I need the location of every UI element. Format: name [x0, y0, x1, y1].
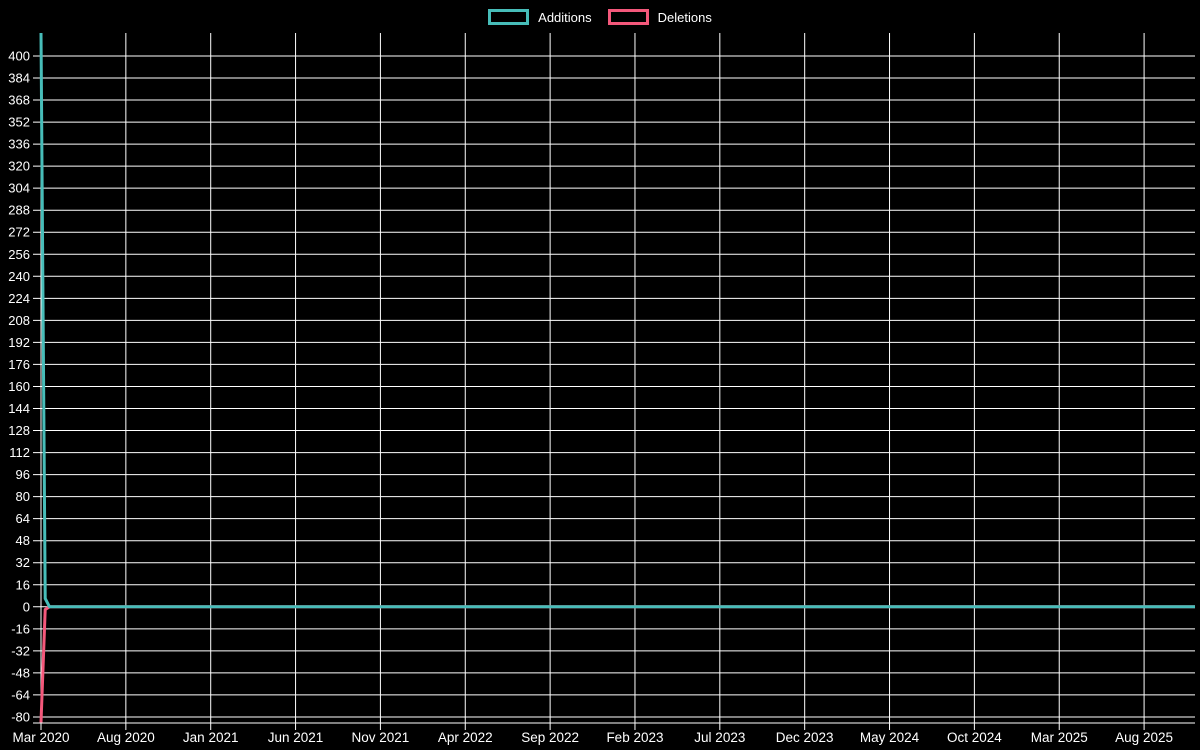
y-tick-label: 16 [16, 577, 30, 592]
y-tick-label: 160 [8, 379, 30, 394]
y-tick-label: 400 [8, 48, 30, 63]
x-tick-label: Apr 2022 [438, 730, 493, 745]
x-tick-label: Sep 2022 [521, 730, 579, 745]
y-tick-labels: 4003843683523363203042882722562402242081… [8, 48, 30, 724]
deletions-swatch-icon [607, 9, 649, 25]
x-grid [40, 33, 1145, 730]
deletions-line [39, 605, 1195, 723]
y-tick-label: 128 [8, 423, 30, 438]
legend-item-deletions[interactable]: Deletions [607, 9, 712, 25]
y-tick-label: 288 [8, 203, 30, 218]
x-tick-label: Jul 2023 [694, 730, 745, 745]
y-tick-label: 192 [8, 335, 30, 350]
additions-swatch-icon [488, 9, 530, 25]
y-tick-label: 208 [8, 313, 30, 328]
legend-item-additions[interactable]: Additions [488, 9, 592, 25]
y-tick-label: 336 [8, 137, 30, 152]
x-tick-label: Dec 2023 [776, 730, 834, 745]
y-tick-label: 176 [8, 357, 30, 372]
y-tick-label: 224 [8, 291, 30, 306]
y-tick-label: 80 [16, 489, 30, 504]
additions-line [39, 33, 1195, 609]
x-tick-label: Jun 2021 [268, 730, 324, 745]
x-tick-labels: Mar 2020 Aug 2020 Jan 2021 Jun 2021 Nov 2021… [12, 730, 1173, 745]
y-tick-label: 384 [8, 71, 30, 86]
x-tick-label: Aug 2025 [1115, 730, 1173, 745]
y-tick-label: 48 [16, 533, 30, 548]
y-tick-label: 144 [8, 401, 30, 416]
y-tick-label: -64 [11, 687, 30, 702]
y-tick-label: 32 [16, 555, 30, 570]
y-tick-label: 0 [23, 599, 30, 614]
y-tick-label: 304 [8, 181, 30, 196]
legend-label-additions: Additions [538, 9, 592, 25]
x-tick-label: Nov 2021 [352, 730, 410, 745]
y-tick-label: 272 [8, 225, 30, 240]
y-tick-label: 352 [8, 115, 30, 130]
y-tick-label: 64 [16, 511, 30, 526]
y-tick-label: -80 [11, 709, 30, 724]
y-tick-label: 240 [8, 269, 30, 284]
x-tick-label: May 2024 [860, 730, 920, 745]
y-grid [33, 55, 1195, 718]
x-tick-label: Aug 2020 [97, 730, 155, 745]
y-tick-label: 96 [16, 467, 30, 482]
chart-legend: Additions Deletions [0, 7, 1200, 27]
y-tick-label: 112 [9, 445, 30, 460]
x-tick-label: Jan 2021 [183, 730, 239, 745]
x-tick-label: Mar 2025 [1031, 730, 1088, 745]
y-tick-label: 320 [8, 159, 30, 174]
y-tick-label: 368 [8, 93, 30, 108]
y-tick-label: -32 [11, 643, 30, 658]
x-tick-label: Feb 2023 [606, 730, 663, 745]
x-tick-label: Oct 2024 [947, 730, 1002, 745]
y-tick-label: 256 [8, 247, 30, 262]
x-tick-label: Mar 2020 [12, 730, 69, 745]
legend-label-deletions: Deletions [657, 9, 712, 25]
y-tick-label: -16 [11, 621, 30, 636]
y-tick-label: -48 [11, 665, 30, 680]
